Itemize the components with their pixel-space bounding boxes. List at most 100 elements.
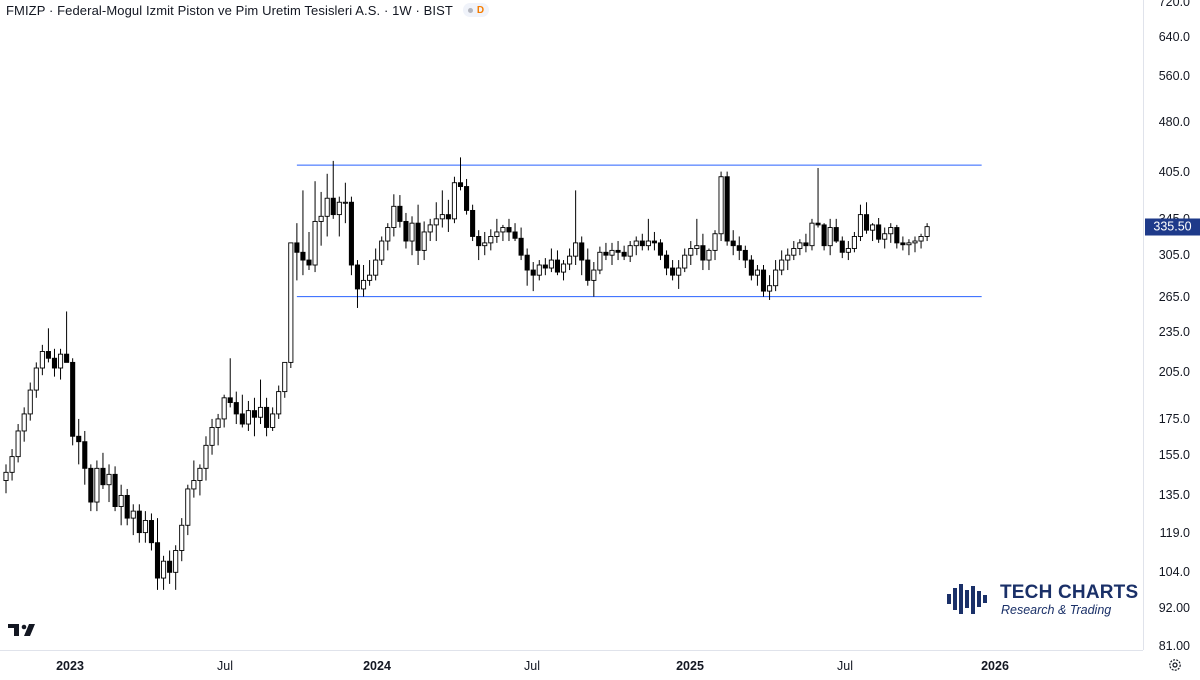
candle xyxy=(724,171,730,246)
candle-body-down xyxy=(154,542,161,579)
candle-body-down xyxy=(239,413,245,425)
candle-body-down xyxy=(167,560,173,573)
candle-body-down xyxy=(524,254,530,271)
price-chart[interactable] xyxy=(0,0,1143,650)
candle-body-down xyxy=(397,205,403,222)
candle xyxy=(645,218,651,251)
candle-body-up xyxy=(3,471,9,481)
candle xyxy=(209,418,215,455)
candle-body-up xyxy=(276,391,282,415)
candle xyxy=(15,424,21,463)
candle-body-up xyxy=(427,224,433,233)
candle-body-up xyxy=(385,227,391,242)
candle-body-up xyxy=(342,201,348,204)
candle xyxy=(657,239,664,261)
candle xyxy=(391,194,397,237)
candle xyxy=(560,260,567,281)
candle-body-down xyxy=(354,264,361,290)
candle-body-down xyxy=(900,242,906,246)
candle xyxy=(512,223,518,242)
candle xyxy=(779,250,785,276)
candle-body-up xyxy=(15,430,21,458)
candle-body-up xyxy=(560,263,567,273)
candle xyxy=(336,196,342,237)
candle xyxy=(197,464,203,496)
candle-body-down xyxy=(136,510,142,534)
price-tick-label: 405.0 xyxy=(1158,164,1190,179)
candle xyxy=(760,265,767,297)
candle-body-up xyxy=(373,259,379,276)
candle xyxy=(857,204,864,242)
candle-body-up xyxy=(33,367,39,391)
candle-body-down xyxy=(82,441,88,469)
candle xyxy=(712,230,718,261)
time-tick-label: 2024 xyxy=(363,659,391,673)
candle xyxy=(833,218,839,243)
candle-body-down xyxy=(821,224,827,247)
price-tick-label: 720.0 xyxy=(1158,0,1190,9)
candle-body-up xyxy=(609,249,615,256)
candle xyxy=(809,218,815,251)
candle xyxy=(579,236,585,276)
candle-body-up xyxy=(845,248,851,253)
candle xyxy=(470,204,476,242)
candle xyxy=(706,248,712,271)
last-price-label: 335.50 xyxy=(1145,218,1200,236)
candle xyxy=(524,248,530,286)
candle-body-up xyxy=(488,236,494,244)
time-axis[interactable]: 2023 Jul 2024 Jul 2025 Jul 2026 xyxy=(0,650,1143,680)
candle-body-down xyxy=(748,259,754,276)
candle-body-down xyxy=(700,245,706,261)
candle-body-up xyxy=(597,251,603,271)
candle xyxy=(633,236,639,256)
candle-body-down xyxy=(506,227,512,233)
candle xyxy=(421,221,427,261)
candle xyxy=(554,250,561,276)
candle xyxy=(9,449,15,481)
candle-body-down xyxy=(88,467,94,503)
candle-body-down xyxy=(264,406,270,428)
candle xyxy=(215,413,221,446)
price-tick-label: 305.0 xyxy=(1158,248,1190,263)
candle-body-up xyxy=(718,176,724,235)
candle xyxy=(900,236,906,251)
candle xyxy=(33,362,39,398)
candle xyxy=(76,418,82,465)
candle xyxy=(488,229,494,251)
price-tick-label: 265.0 xyxy=(1158,289,1190,304)
candle-body-down xyxy=(464,186,470,211)
tradingview-logo-icon[interactable] xyxy=(8,622,40,638)
candle xyxy=(736,236,742,261)
candle-body-up xyxy=(215,418,221,428)
delay-dot-icon xyxy=(467,7,473,13)
candle-body-up xyxy=(282,361,288,393)
candle xyxy=(918,233,924,249)
candle-body-up xyxy=(312,220,318,266)
candle xyxy=(130,504,136,536)
candle xyxy=(257,379,264,425)
candle xyxy=(385,223,391,251)
candle-body-up xyxy=(130,510,136,519)
candle-body-down xyxy=(518,237,524,256)
candle-body-down xyxy=(579,242,585,261)
settings-gear-icon[interactable] xyxy=(1168,658,1182,672)
candle-body-down xyxy=(651,240,657,244)
candle xyxy=(276,385,282,419)
candle-body-down xyxy=(894,227,900,244)
candle-body-down xyxy=(760,269,767,292)
candle-body-down xyxy=(742,249,748,261)
price-tick-label: 92.00 xyxy=(1158,601,1190,616)
delayed-data-badge[interactable]: D xyxy=(462,3,489,17)
candle-body-down xyxy=(470,209,476,237)
candle-body-down xyxy=(70,361,76,437)
candle-body-down xyxy=(330,197,336,216)
candle xyxy=(324,173,330,237)
time-tick-label: Jul xyxy=(524,659,540,673)
candle-body-up xyxy=(536,264,542,276)
candle xyxy=(136,504,142,543)
candle xyxy=(106,464,112,503)
candle xyxy=(154,518,161,590)
candle xyxy=(251,397,258,437)
candle xyxy=(548,248,554,273)
price-axis[interactable]: 720.0640.0560.0480.0405.0345.0305.0265.0… xyxy=(1143,0,1200,653)
